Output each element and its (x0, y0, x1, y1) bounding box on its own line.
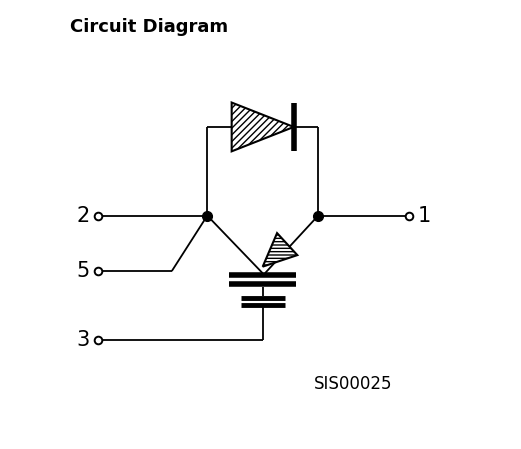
Text: 2: 2 (77, 206, 90, 226)
Text: 5: 5 (77, 261, 90, 281)
Text: 3: 3 (77, 330, 90, 350)
Text: 1: 1 (418, 206, 431, 226)
Polygon shape (263, 233, 297, 267)
Polygon shape (232, 102, 294, 151)
Text: SIS00025: SIS00025 (314, 375, 392, 393)
Text: Circuit Diagram: Circuit Diagram (70, 18, 228, 36)
